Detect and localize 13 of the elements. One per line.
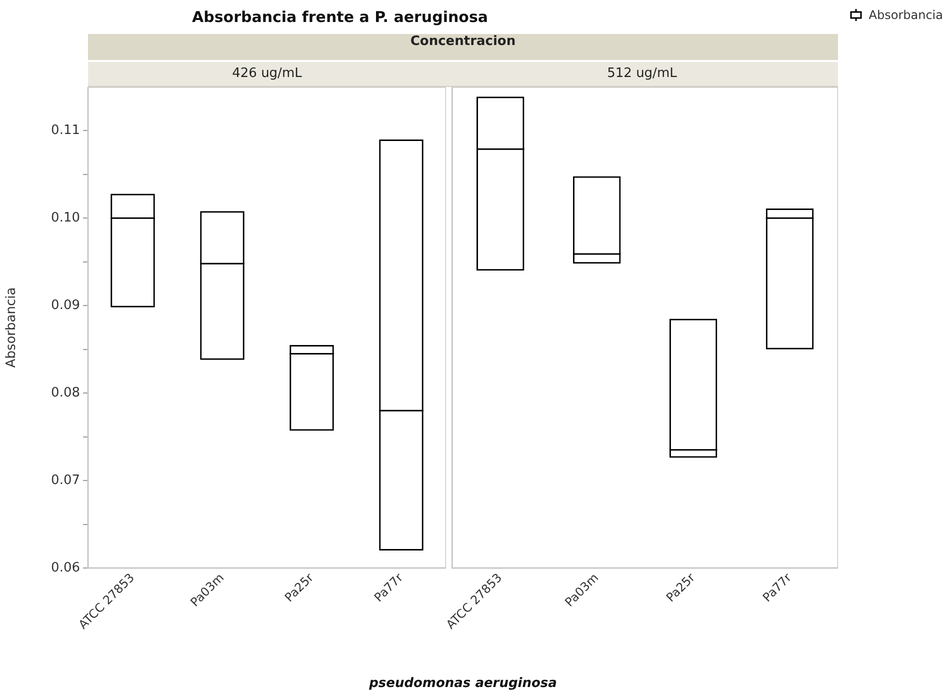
y-tick-label: 0.11 <box>51 123 80 138</box>
chart-title: Absorbancia frente a P. aeruginosa <box>190 8 490 26</box>
chart-subtitle: 426 ug/mL <box>88 62 446 87</box>
y-tick-label: 0.07 <box>51 472 80 488</box>
y-axis-title: Absorbancia <box>4 287 20 368</box>
y-tick-label: 0.09 <box>51 298 80 314</box>
y-tick-label: 0.06 <box>51 560 80 576</box>
y-tick-label: 0.08 <box>51 385 80 400</box>
y-tick-label: 0.10 <box>51 210 80 226</box>
legend-label: Absorbancia <box>868 8 943 22</box>
x-axis-title: pseudomonas aeruginosa <box>368 676 558 691</box>
chart-subtitle: 512 ug/mL <box>446 62 838 87</box>
text: Concentracion <box>88 34 838 60</box>
